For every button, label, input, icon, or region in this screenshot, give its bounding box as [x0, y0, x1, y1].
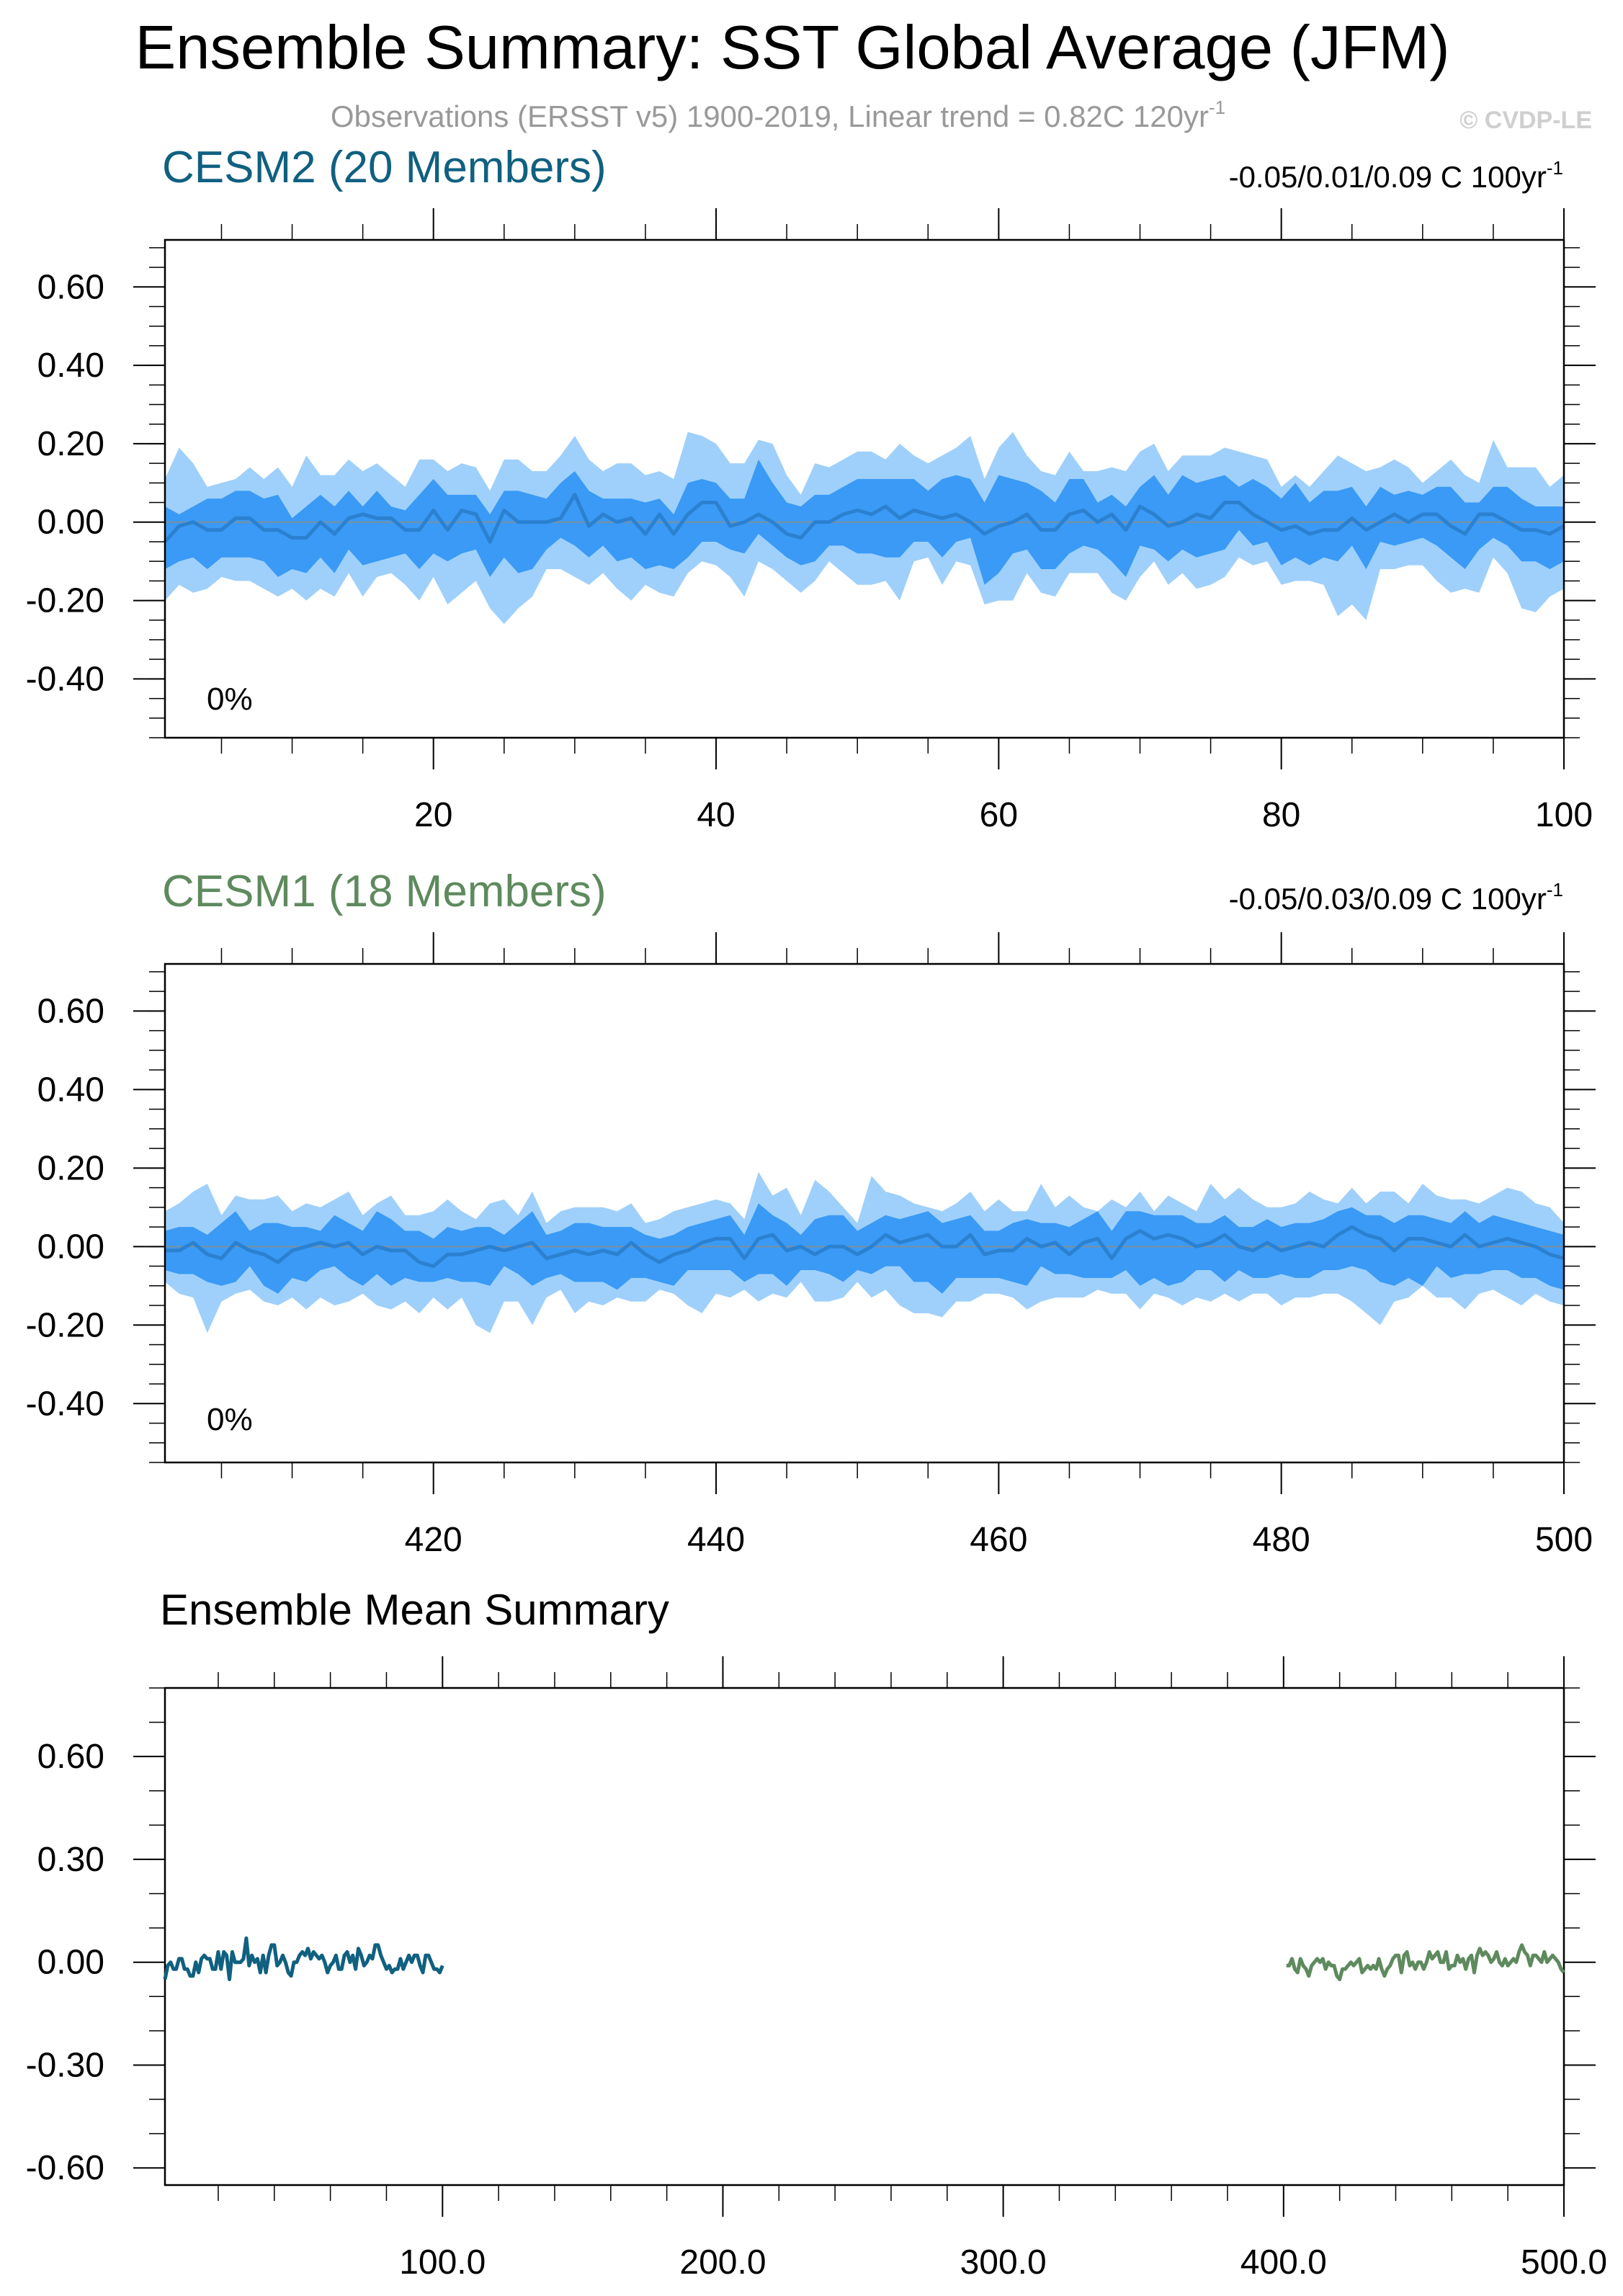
panel-cesm1-xtick-label: 500: [1535, 1521, 1593, 1559]
panel-ensemble-mean-frame: [164, 1687, 1565, 2186]
panel-cesm1-ytick-label: 0.00: [37, 1228, 104, 1266]
panel-ensemble-mean-ytick-label: -0.30: [26, 2046, 104, 2084]
panel-cesm1-percent: 0%: [207, 1402, 253, 1437]
panel-cesm1-plot-area: 0.60 0.40 0.20 0.00 -0.20 -0.40 420 440 460 480 50…: [26, 932, 1596, 1559]
panel-cesm1-xtick-label: 440: [687, 1521, 745, 1559]
panel-cesm1-mean-line: [165, 1225, 1565, 1269]
panel-ensemble-mean-xtick-label: 500.0: [1521, 2243, 1607, 2282]
panel-cesm1-trend-text: -0.05/0.03/0.09 C 100yr: [1229, 882, 1547, 916]
panel-cesm2-xtick-label: 80: [1262, 796, 1300, 834]
panel-cesm2-xtick-label: 60: [980, 796, 1018, 834]
figure-subtitle-sup: -1: [1209, 97, 1225, 118]
panel-cesm1-ytick-label: -0.40: [26, 1385, 104, 1423]
figure-title: Ensemble Summary: SST Global Average (JF…: [135, 14, 1449, 82]
panel-cesm2-percent: 0%: [207, 682, 253, 717]
panel-ensemble-mean-ytick-label: 0.30: [37, 1841, 104, 1879]
panel-ensemble-mean-xtick-label: 200.0: [679, 2243, 766, 2282]
panel-ensemble-mean: Ensemble Mean Summary 0.60 0.30 0.00 -0.30 -…: [26, 1586, 1607, 2282]
panel-cesm2-ytick-label: -0.40: [26, 660, 104, 698]
panel-cesm1-xtick-label: 460: [970, 1521, 1027, 1559]
figure-subtitle-text: Observations (ERSST v5) 1900-2019, Linea…: [331, 99, 1209, 133]
panel-cesm2-xtick-label: 40: [697, 796, 735, 834]
panel-cesm2-trend-text: -0.05/0.01/0.09 C 100yr: [1229, 160, 1547, 194]
panel-cesm2-ytick-label: 0.00: [37, 504, 104, 542]
panel-ensemble-mean-xtick-label: 300.0: [960, 2243, 1047, 2282]
panel-cesm1-ytick-label: 0.20: [37, 1149, 104, 1187]
panel-ensemble-mean-cesm1-line: [1286, 1943, 1565, 1981]
panel-ensemble-mean-xtick-label: 400.0: [1240, 2243, 1327, 2282]
panel-cesm1-ytick-label: -0.20: [26, 1306, 104, 1344]
panel-cesm1-ytick-label: 0.40: [37, 1071, 104, 1109]
panel-cesm1: CESM1 (18 Members) -0.05/0.03/0.09 C 100…: [26, 867, 1596, 1559]
panel-ensemble-mean-plot-area: 0.60 0.30 0.00 -0.30 -0.60 100.0 200.0 300.0 400…: [26, 1656, 1607, 2282]
panel-cesm1-xtick-label: 480: [1253, 1521, 1310, 1559]
panel-ensemble-mean-cesm2-line: [163, 1936, 444, 1981]
panel-cesm2-plot-area: 0.60 0.40 0.20 0.00 -0.20 -0.40 20 40 60 80 100: [26, 208, 1596, 834]
panel-ensemble-mean-title: Ensemble Mean Summary: [160, 1586, 669, 1634]
panel-cesm2-title: CESM2 (20 Members): [162, 143, 607, 192]
panel-cesm2-xtick-label: 20: [414, 796, 452, 834]
panel-cesm2-ytick-label: 0.60: [37, 268, 104, 306]
panel-cesm1-title: CESM1 (18 Members): [162, 867, 607, 916]
copyright-label: © CVDP-LE: [1459, 107, 1592, 134]
panel-cesm1-frame: [164, 962, 1565, 1464]
panel-cesm1-trend: -0.05/0.03/0.09 C 100yr-1: [1229, 879, 1563, 916]
panel-ensemble-mean-ytick-label: -0.60: [26, 2149, 104, 2187]
panel-cesm2-ytick-label: -0.20: [26, 582, 104, 620]
panel-cesm1-ytick-label: 0.60: [37, 992, 104, 1030]
panel-cesm2-trend: -0.05/0.01/0.09 C 100yr-1: [1229, 157, 1563, 194]
panel-ensemble-mean-ytick-label: 0.00: [37, 1944, 104, 1982]
panel-cesm2-ytick-label: 0.40: [37, 347, 104, 385]
panel-cesm2-mean-line: [164, 493, 1565, 544]
panel-cesm2-trend-sup: -1: [1547, 157, 1563, 179]
panel-cesm1-trend-sup: -1: [1547, 879, 1563, 901]
panel-cesm2-frame: [164, 238, 1565, 739]
panel-cesm1-xtick-label: 420: [405, 1521, 462, 1559]
panel-cesm2: CESM2 (20 Members) -0.05/0.01/0.09 C 100…: [26, 143, 1596, 834]
panel-ensemble-mean-xtick-label: 100.0: [399, 2243, 486, 2282]
panel-ensemble-mean-ytick-label: 0.60: [37, 1738, 104, 1776]
panel-cesm2-ytick-label: 0.20: [37, 425, 104, 463]
figure-subtitle: Observations (ERSST v5) 1900-2019, Linea…: [331, 97, 1225, 133]
panel-cesm2-xtick-label: 100: [1535, 796, 1593, 834]
